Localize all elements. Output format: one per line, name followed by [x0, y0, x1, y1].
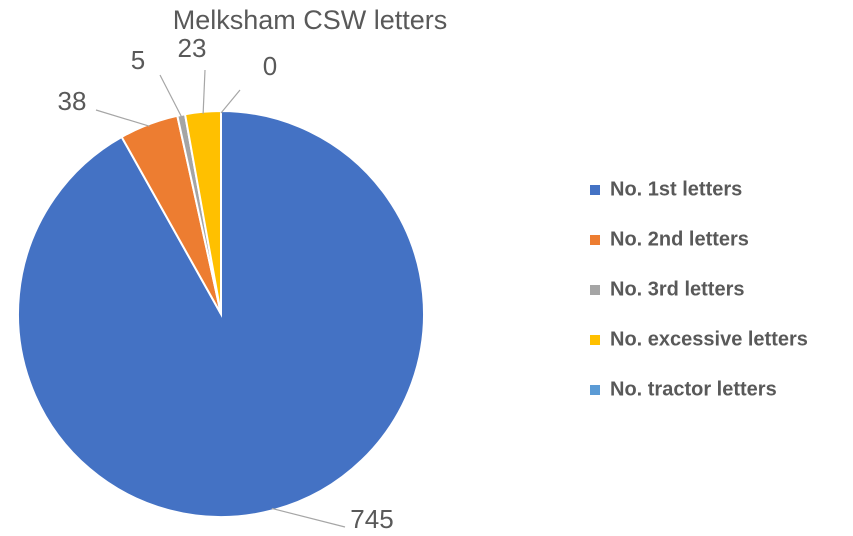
- legend-label: No. 1st letters: [610, 178, 742, 200]
- legend-swatch: [590, 335, 600, 345]
- legend-label: No. tractor letters: [610, 378, 777, 400]
- legend-swatch: [590, 285, 600, 295]
- data-label: 38: [58, 86, 87, 116]
- data-label: 745: [350, 504, 393, 534]
- chart-title: Melksham CSW letters: [173, 5, 448, 35]
- data-label: 23: [178, 33, 207, 63]
- leader-line: [220, 89, 241, 114]
- legend-swatch: [590, 385, 600, 395]
- legend-label: No. 3rd letters: [610, 278, 744, 300]
- leader-line: [95, 109, 150, 127]
- leader-line: [271, 507, 346, 528]
- legend-swatch: [590, 235, 600, 245]
- legend-swatch: [590, 185, 600, 195]
- legend-label: No. 2nd letters: [610, 228, 749, 250]
- leader-line: [202, 69, 206, 114]
- leader-line: [159, 74, 183, 118]
- legend-label: No. excessive letters: [610, 328, 808, 350]
- data-label: 5: [131, 45, 145, 75]
- data-label: 0: [263, 51, 277, 81]
